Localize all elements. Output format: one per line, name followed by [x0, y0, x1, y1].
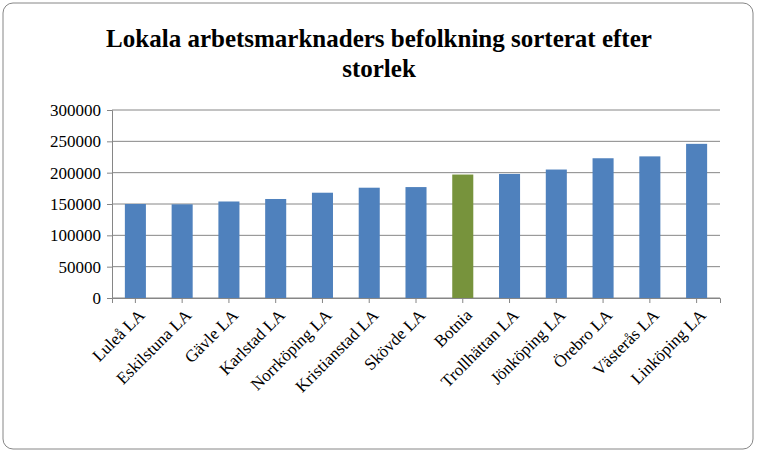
grid-line — [112, 141, 720, 142]
grid-line — [112, 172, 720, 173]
bar — [359, 188, 380, 298]
y-tick-mark — [107, 267, 112, 268]
y-tick-mark — [107, 235, 112, 236]
bar — [218, 201, 239, 298]
bar — [686, 144, 707, 298]
y-tick: 0 — [93, 289, 113, 308]
x-tick: Botnia — [430, 298, 476, 351]
bar — [125, 204, 146, 298]
x-tick-label: Kristianstad LA — [292, 305, 383, 396]
chart-frame — [3, 3, 753, 449]
x-tick-mark — [509, 298, 510, 303]
bars — [125, 144, 707, 298]
y-tick-mark — [107, 298, 112, 299]
y-tick: 50000 — [59, 258, 113, 277]
y-tick: 100000 — [50, 226, 112, 245]
y-axis-line — [107, 111, 113, 299]
y-tick-label: 100000 — [50, 226, 101, 245]
x-tick: Kristianstad LA — [292, 298, 383, 396]
bar — [452, 175, 473, 298]
x-tick-mark — [696, 298, 697, 303]
y-tick: 150000 — [50, 195, 112, 214]
y-tick: 250000 — [50, 132, 112, 151]
bar — [639, 156, 660, 298]
grid — [112, 110, 720, 298]
y-tick-mark — [107, 141, 112, 142]
y-tick-label: 250000 — [50, 132, 101, 151]
x-tick-mark — [322, 298, 323, 303]
y-tick: 200000 — [50, 164, 112, 183]
bar — [405, 187, 426, 298]
y-tick-label: 0 — [93, 289, 102, 308]
x-tick-mark — [182, 298, 183, 303]
y-tick-label: 50000 — [59, 258, 102, 277]
x-axis-line — [113, 299, 721, 304]
chart-title: Lokala arbetsmarknaders befolkning sorte… — [106, 25, 652, 82]
x-tick: Eskilstuna LA — [113, 298, 196, 388]
y-tick-label: 300000 — [50, 101, 101, 120]
x-tick: Jönköping LA — [487, 298, 570, 388]
x-tick: Norrköping LA — [247, 298, 336, 394]
x-tick-label: Eskilstuna LA — [113, 305, 196, 388]
x-tick: Linköping LA — [627, 298, 710, 388]
chart-title-line: storlek — [342, 55, 416, 82]
bar — [593, 158, 614, 298]
x-tick-label: Jönköping LA — [487, 305, 570, 388]
x-tick-label: Linköping LA — [627, 305, 710, 388]
bar — [172, 204, 193, 298]
y-axis: 0 50000 100000 150000 200000 250000 300000 — [50, 101, 113, 308]
y-tick-label: 150000 — [50, 195, 101, 214]
bar — [265, 199, 286, 298]
x-tick-label: Norrköping LA — [247, 305, 336, 394]
x-tick-mark — [275, 298, 276, 303]
x-tick-mark — [603, 298, 604, 303]
x-tick: Skövde LA — [361, 298, 430, 374]
x-tick-mark — [228, 298, 229, 303]
x-tick-mark — [462, 298, 463, 303]
x-tick-mark — [416, 298, 417, 303]
y-tick-mark — [107, 110, 112, 111]
bar — [312, 193, 333, 298]
plot-area: 0 50000 100000 150000 200000 250000 300000 Lule… — [50, 101, 721, 396]
chart-title-line: Lokala arbetsmarknaders befolkning sorte… — [106, 25, 652, 52]
x-tick-mark — [135, 298, 136, 303]
x-tick-mark — [649, 298, 650, 303]
x-tick-label: Skövde LA — [361, 305, 430, 374]
x-tick-mark — [369, 298, 370, 303]
y-tick: 300000 — [50, 101, 112, 120]
x-tick-mark — [556, 298, 557, 303]
x-axis: Luleå LAEskilstuna LAGävle LAKarlstad LA… — [89, 298, 721, 396]
bar — [546, 170, 567, 298]
y-tick-mark — [107, 173, 112, 174]
grid-line — [112, 110, 720, 111]
chart: Lokala arbetsmarknaders befolkning sorte… — [0, 0, 758, 454]
y-tick-mark — [107, 204, 112, 205]
bar — [499, 174, 520, 298]
y-tick-label: 200000 — [50, 164, 101, 183]
